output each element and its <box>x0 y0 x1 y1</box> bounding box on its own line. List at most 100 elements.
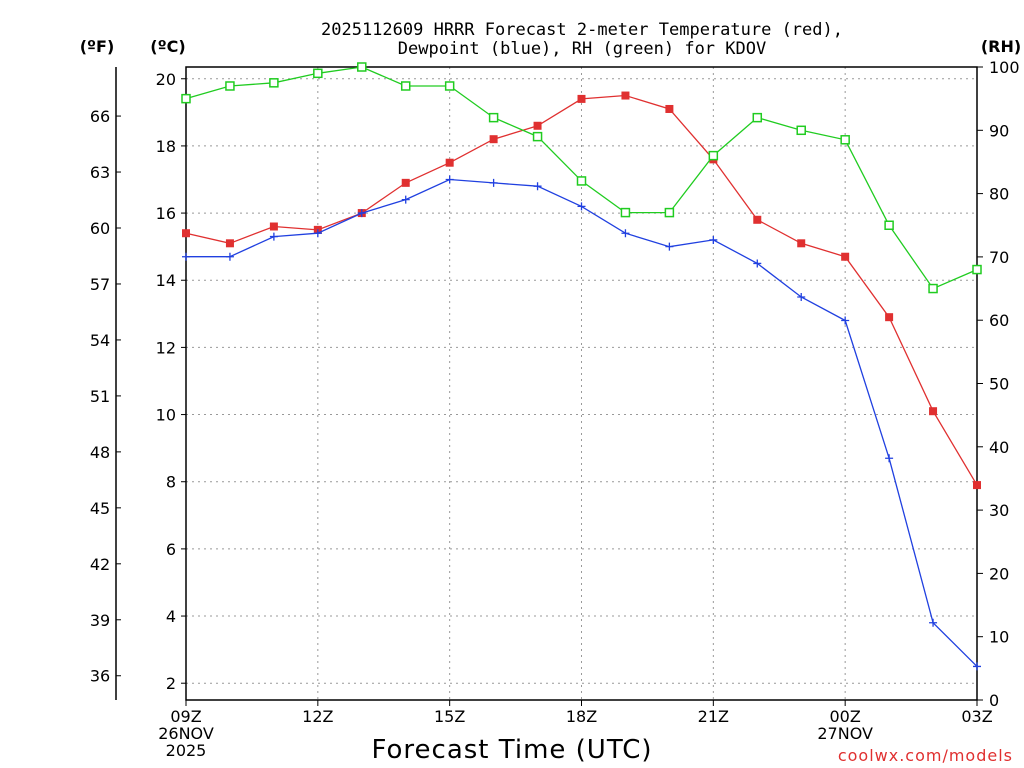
x-tick-label: 27NOV <box>817 724 873 743</box>
celsius-tick-label: 12 <box>156 338 176 357</box>
dewpoint-point <box>401 195 410 204</box>
dewpoint-point <box>577 202 586 211</box>
axes <box>115 66 983 706</box>
rh-unit-label: (RH) <box>981 37 1021 56</box>
dewpoint-point <box>445 175 454 184</box>
fahrenheit-tick-label: 48 <box>90 443 110 462</box>
x-tick-label: 21Z <box>698 707 729 726</box>
dewpoint-point <box>841 316 850 325</box>
rh-point <box>444 81 455 91</box>
temperature-point <box>269 222 278 231</box>
temperature-point <box>665 104 674 113</box>
fahrenheit-unit-label: (ºF) <box>80 37 115 56</box>
rh-tick-label: 0 <box>989 691 999 710</box>
temperature-point <box>841 252 850 261</box>
celsius-tick-label: 18 <box>156 137 176 156</box>
rh-point <box>357 62 367 72</box>
dewpoint-point <box>797 293 806 302</box>
rh-point <box>225 81 235 91</box>
celsius-tick-label: 16 <box>156 204 176 223</box>
rh-point <box>532 131 543 142</box>
temperature-point <box>621 91 630 100</box>
rh-tick-label: 10 <box>989 628 1009 647</box>
temperature-point <box>753 215 762 224</box>
temperature-point <box>401 178 410 187</box>
temperature-point <box>973 481 981 490</box>
rh-point <box>708 150 719 161</box>
dewpoint-point <box>533 182 542 191</box>
celsius-unit-label: (ºC) <box>150 37 185 56</box>
grid <box>185 67 978 700</box>
celsius-tick-label: 2 <box>166 674 176 693</box>
temperature-point <box>885 313 894 322</box>
temperature-point <box>225 239 234 248</box>
temperature-point <box>577 94 586 103</box>
rh-point <box>620 207 631 218</box>
dewpoint-point <box>489 178 498 187</box>
rh-point <box>664 207 675 218</box>
temperature-point <box>533 121 542 130</box>
rh-point <box>752 112 763 123</box>
celsius-tick-label: 4 <box>166 607 176 626</box>
x-tick-label: 03Z <box>961 707 992 726</box>
dewpoint-point <box>665 242 674 251</box>
dewpoint-point <box>621 229 630 238</box>
dewpoint-point <box>225 252 234 261</box>
title-line-1: 2025112609 HRRR Forecast 2-meter Tempera… <box>321 20 843 40</box>
credit-text: coolwx.com/models <box>838 746 1013 765</box>
temperature-point <box>445 158 454 167</box>
fahrenheit-tick-label: 36 <box>90 667 110 686</box>
dewpoint-point <box>269 232 278 241</box>
temperature-point <box>929 407 938 416</box>
x-axis-label: Forecast Time (UTC) <box>371 735 652 765</box>
rh-tick-label: 20 <box>989 564 1009 583</box>
dewpoint-point <box>357 209 366 218</box>
fahrenheit-tick-label: 54 <box>90 331 110 350</box>
rh-tick-label: 40 <box>989 438 1009 457</box>
dewpoint-point <box>929 618 938 627</box>
dewpoint-point <box>182 252 190 261</box>
x-tick-label: 2025 <box>166 741 207 760</box>
rh-point <box>796 125 806 136</box>
x-tick-label: 00Z <box>830 707 861 726</box>
x-tick-label: 09Z <box>170 707 201 726</box>
rh-point <box>269 78 279 88</box>
celsius-tick-label: 20 <box>156 70 176 89</box>
chart-title: 2025112609 HRRR Forecast 2-meter Tempera… <box>321 20 843 59</box>
title-line-2: Dewpoint (blue), RH (green) for KDOV <box>398 39 766 59</box>
x-tick-label: 15Z <box>434 707 465 726</box>
rh-tick-label: 80 <box>989 185 1009 204</box>
x-tick-label: 26NOV <box>158 724 214 743</box>
dewpoint-point <box>709 235 718 244</box>
dewpoint-point <box>313 229 322 238</box>
fahrenheit-tick-label: 66 <box>90 107 110 126</box>
rh-tick-label: 100 <box>989 58 1020 77</box>
temperature-point <box>489 135 498 144</box>
temperature-point <box>182 229 190 238</box>
celsius-tick-label: 6 <box>166 540 176 559</box>
rh-point <box>928 283 938 294</box>
rh-point <box>576 176 587 186</box>
fahrenheit-tick-label: 39 <box>90 611 110 630</box>
x-tick-label: 12Z <box>302 707 333 726</box>
rh-point <box>488 112 499 123</box>
dewpoint-point <box>753 259 762 268</box>
dewpoint-point <box>973 662 981 671</box>
rh-point <box>313 68 323 79</box>
fahrenheit-tick-label: 45 <box>90 499 110 518</box>
series <box>181 62 982 671</box>
fahrenheit-tick-label: 51 <box>90 387 110 406</box>
rh-series <box>181 62 982 294</box>
rh-point <box>840 135 850 145</box>
celsius-tick-label: 14 <box>156 271 176 290</box>
fahrenheit-tick-label: 42 <box>90 555 110 574</box>
plot-frame <box>185 66 978 701</box>
fahrenheit-tick-label: 57 <box>90 275 110 294</box>
dewpoint-series <box>182 175 981 671</box>
fahrenheit-tick-label: 63 <box>90 163 110 182</box>
fahrenheit-tick-label: 60 <box>90 219 110 238</box>
rh-tick-label: 30 <box>989 501 1009 520</box>
dewpoint-point <box>885 454 894 463</box>
